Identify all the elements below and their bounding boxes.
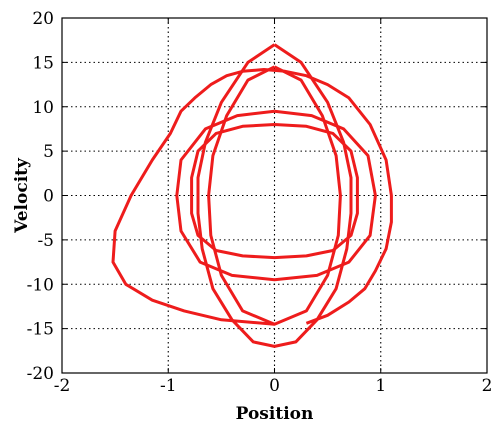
series-line-2 <box>196 43 353 348</box>
y-tick-label: 10 <box>32 98 54 118</box>
x-tick-label: 0 <box>269 376 280 396</box>
series-line-5 <box>207 65 342 326</box>
y-tick-label: -20 <box>27 364 54 384</box>
y-tick-label: -15 <box>27 320 54 340</box>
y-tick-label: -5 <box>37 231 54 251</box>
x-axis-title: Position <box>236 404 314 424</box>
series-line-1 <box>111 68 393 326</box>
series-line-4 <box>175 109 377 282</box>
y-ticks: -20 -15 -10 -5 0 5 10 15 20 <box>27 9 487 384</box>
x-ticks: -2 -1 0 1 2 <box>54 18 492 396</box>
y-tick-label: 20 <box>32 9 54 29</box>
x-tick-label: -1 <box>160 376 177 396</box>
series-layer <box>111 43 393 348</box>
y-tick-label: 0 <box>43 187 54 207</box>
x-tick-label: 2 <box>482 376 492 396</box>
grid <box>62 18 487 373</box>
x-tick-label: -2 <box>54 376 71 396</box>
y-tick-label: 15 <box>32 53 54 73</box>
y-tick-label: 5 <box>43 142 54 162</box>
y-tick-label: -10 <box>27 275 54 295</box>
series-line-3 <box>190 123 359 260</box>
x-tick-label: 1 <box>375 376 386 396</box>
y-axis-title: Velocity <box>12 157 32 234</box>
